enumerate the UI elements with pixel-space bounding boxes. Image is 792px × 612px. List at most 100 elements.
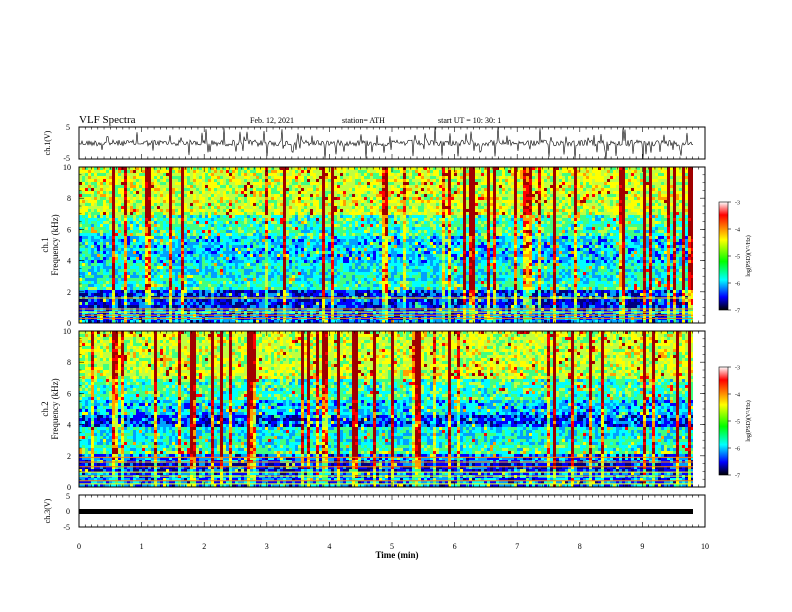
spectrogram-cell: [403, 170, 406, 173]
spectrogram-cell: [559, 203, 562, 206]
spectrogram-cell: [544, 209, 547, 212]
spectrogram-cell: [616, 188, 619, 191]
spectrogram-cell: [160, 215, 163, 218]
spectrogram-cell: [535, 182, 538, 185]
spectrogram-cell: [649, 179, 652, 182]
spectrogram-cell: [139, 209, 142, 212]
spectrogram-cell: [193, 203, 196, 206]
spectrogram-cell: [391, 188, 394, 191]
spectrogram-cell: [364, 224, 367, 227]
spectrogram-cell: [649, 218, 652, 221]
spectrogram-cell: [595, 233, 598, 236]
spectrogram-cell: [223, 227, 226, 230]
spectrogram-cell: [274, 185, 277, 188]
spectrogram-cell: [559, 185, 562, 188]
spectrogram-cell: [607, 179, 610, 182]
spectrogram-cell: [640, 188, 643, 191]
spectrogram-cell: [553, 203, 556, 206]
spectrogram-cell: [313, 203, 316, 206]
spectrogram-cell: [430, 221, 433, 224]
spectrogram-cell: [472, 197, 475, 200]
spectrogram-cell: [682, 176, 685, 179]
spectrogram-cell: [487, 179, 490, 182]
spectrogram-cell: [340, 194, 343, 197]
spectrogram-cell: [142, 218, 145, 221]
spectrogram-cell: [112, 188, 115, 191]
spectrogram-cell: [685, 197, 688, 200]
spectrogram-cell: [106, 173, 109, 176]
spectrogram-cell: [547, 218, 550, 221]
spectrogram-cell: [457, 233, 460, 236]
spectrogram-cell: [241, 176, 244, 179]
spectrogram-cell: [247, 179, 250, 182]
spectrogram-cell: [229, 206, 232, 209]
spectrogram-cell: [598, 218, 601, 221]
spectrogram-cell: [250, 200, 253, 203]
spectrogram-cell: [331, 194, 334, 197]
spectrogram-cell: [241, 170, 244, 173]
spectrogram-cell: [595, 212, 598, 215]
spectrogram-cell: [691, 206, 693, 209]
spectrogram-cell: [313, 176, 316, 179]
spectrogram-cell: [232, 230, 235, 233]
spectrogram-cell: [172, 218, 175, 221]
spectrogram-cell: [115, 227, 118, 230]
spectrogram-cell: [622, 173, 625, 176]
spectrogram-cell: [184, 221, 187, 224]
spectrogram-cell: [97, 194, 100, 197]
spectrogram-cell: [112, 227, 115, 230]
spectrogram-cell: [469, 170, 472, 173]
spectrogram-cell: [496, 215, 499, 218]
spectrogram-cell: [607, 182, 610, 185]
spectrogram-cell: [106, 230, 109, 233]
spectrogram-cell: [583, 230, 586, 233]
spectrogram-cell: [670, 209, 673, 212]
spectrogram-cell: [415, 230, 418, 233]
spectrogram-cell: [238, 182, 241, 185]
spectrogram-cell: [313, 218, 316, 221]
spectrogram-cell: [82, 233, 85, 236]
spectrogram-cell: [448, 191, 451, 194]
spectrogram-cell: [289, 176, 292, 179]
spectrogram-cell: [544, 227, 547, 230]
spectrogram-cell: [274, 224, 277, 227]
spectrogram-cell: [652, 224, 655, 227]
spectrogram-cell: [325, 191, 328, 194]
spectrogram-cell: [655, 194, 658, 197]
spectrogram-cell: [439, 221, 442, 224]
spectrogram-cell: [256, 233, 259, 236]
spectrogram-cell: [163, 209, 166, 212]
spectrogram-cell: [328, 191, 331, 194]
spectrogram-cell: [127, 236, 130, 239]
spectrogram-cell: [616, 197, 619, 200]
spectrogram-cell: [493, 170, 496, 173]
spectrogram-cell: [379, 218, 382, 221]
spectrogram-cell: [112, 233, 115, 236]
spectrogram-cell: [616, 179, 619, 182]
spectrogram-cell: [487, 215, 490, 218]
spectrogram-cell: [340, 206, 343, 209]
spectrogram-cell: [226, 194, 229, 197]
spectrogram-cell: [316, 212, 319, 215]
spectrogram-cell: [190, 203, 193, 206]
spectrogram-cell: [580, 194, 583, 197]
spectrogram-cell: [613, 182, 616, 185]
spectrogram-cell: [97, 209, 100, 212]
spectrogram-cell: [340, 233, 343, 236]
spectrogram-cell: [109, 230, 112, 233]
spectrogram-cell: [259, 197, 262, 200]
spectrogram-cell: [295, 215, 298, 218]
spectrogram-cell: [151, 215, 154, 218]
spectrogram-cell: [136, 215, 139, 218]
spectrogram-cell: [484, 227, 487, 230]
spectrogram-cell: [565, 206, 568, 209]
spectrogram-cell: [505, 188, 508, 191]
spectrogram-cell: [121, 191, 124, 194]
spectrogram-cell: [220, 200, 223, 203]
spectrogram-cell: [646, 233, 649, 236]
spectrogram-cell: [562, 191, 565, 194]
spectrogram-cell: [349, 194, 352, 197]
spectrogram-cell: [190, 230, 193, 233]
spectrogram-cell: [550, 218, 553, 221]
spectrogram-cell: [151, 218, 154, 221]
